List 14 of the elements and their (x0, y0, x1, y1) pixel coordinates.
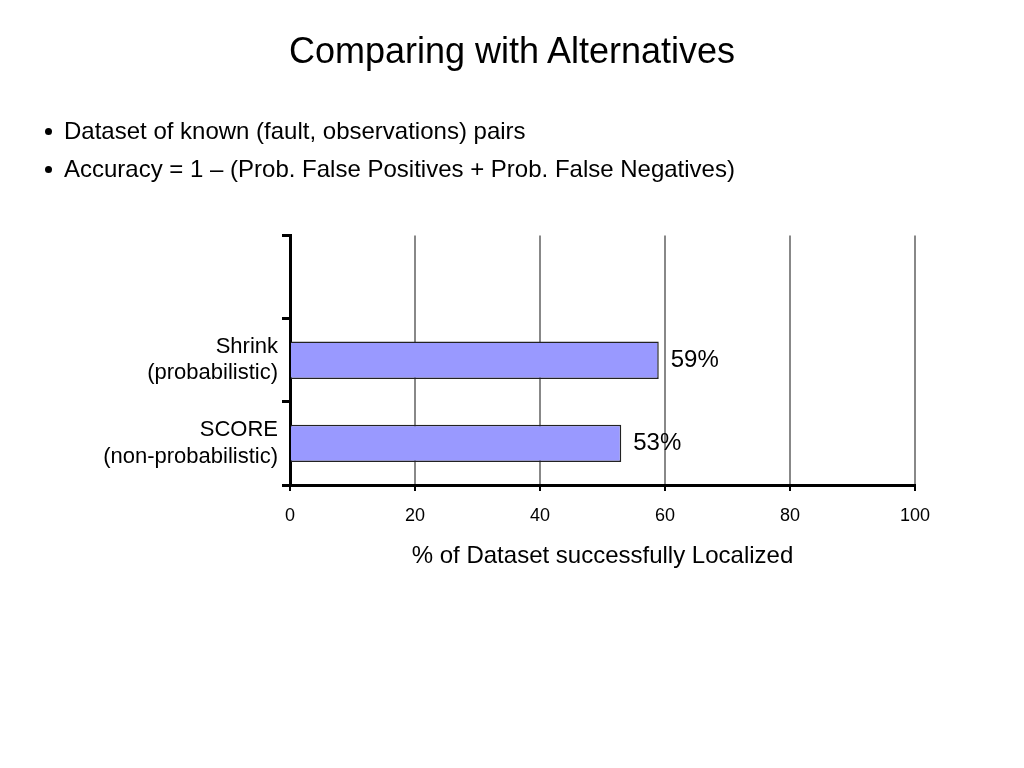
y-tick-label: Shrink (probabilistic) (147, 333, 279, 385)
y-tick-label: SCORE (non-probabilistic) (103, 416, 278, 468)
text: Dataset of known (fault, observations) pairs (64, 116, 526, 146)
x-tick-label: 0 (284, 504, 296, 525)
x-tick-label: 20 (404, 504, 426, 525)
x-axis-title: % of Dataset successfully Localized (411, 541, 794, 569)
x-tick-label: 100 (899, 504, 931, 525)
chart-title: Comparing with Alternatives (287, 30, 737, 72)
data-label: 53% (633, 428, 682, 456)
x-tick-label: 40 (529, 504, 551, 525)
x-tick-label: 80 (779, 504, 801, 525)
x-tick-label: 60 (654, 504, 676, 525)
text: Accuracy = 1 – (Prob. False Positives + Prob. False Negatives) (64, 154, 735, 184)
data-label: 59% (670, 344, 719, 372)
